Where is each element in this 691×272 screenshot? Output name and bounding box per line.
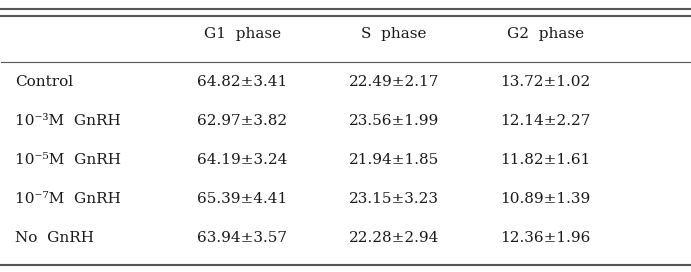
- Text: 11.82±1.61: 11.82±1.61: [500, 153, 590, 167]
- Text: S  phase: S phase: [361, 27, 426, 41]
- Text: 10⁻⁵M  GnRH: 10⁻⁵M GnRH: [15, 153, 121, 167]
- Text: G1  phase: G1 phase: [204, 27, 281, 41]
- Text: 62.97±3.82: 62.97±3.82: [197, 114, 287, 128]
- Text: 10⁻⁷M  GnRH: 10⁻⁷M GnRH: [15, 192, 121, 206]
- Text: 23.56±1.99: 23.56±1.99: [348, 114, 439, 128]
- Text: 65.39±4.41: 65.39±4.41: [197, 192, 287, 206]
- Text: 10⁻³M  GnRH: 10⁻³M GnRH: [15, 114, 121, 128]
- Text: Control: Control: [15, 75, 73, 89]
- Text: 12.14±2.27: 12.14±2.27: [500, 114, 590, 128]
- Text: 13.72±1.02: 13.72±1.02: [500, 75, 590, 89]
- Text: 64.19±3.24: 64.19±3.24: [197, 153, 287, 167]
- Text: 10.89±1.39: 10.89±1.39: [500, 192, 590, 206]
- Text: 64.82±3.41: 64.82±3.41: [197, 75, 287, 89]
- Text: No  GnRH: No GnRH: [15, 231, 94, 245]
- Text: 22.28±2.94: 22.28±2.94: [348, 231, 439, 245]
- Text: 12.36±1.96: 12.36±1.96: [500, 231, 590, 245]
- Text: 63.94±3.57: 63.94±3.57: [197, 231, 287, 245]
- Text: G2  phase: G2 phase: [507, 27, 584, 41]
- Text: 23.15±3.23: 23.15±3.23: [349, 192, 439, 206]
- Text: 21.94±1.85: 21.94±1.85: [348, 153, 439, 167]
- Text: 22.49±2.17: 22.49±2.17: [348, 75, 439, 89]
